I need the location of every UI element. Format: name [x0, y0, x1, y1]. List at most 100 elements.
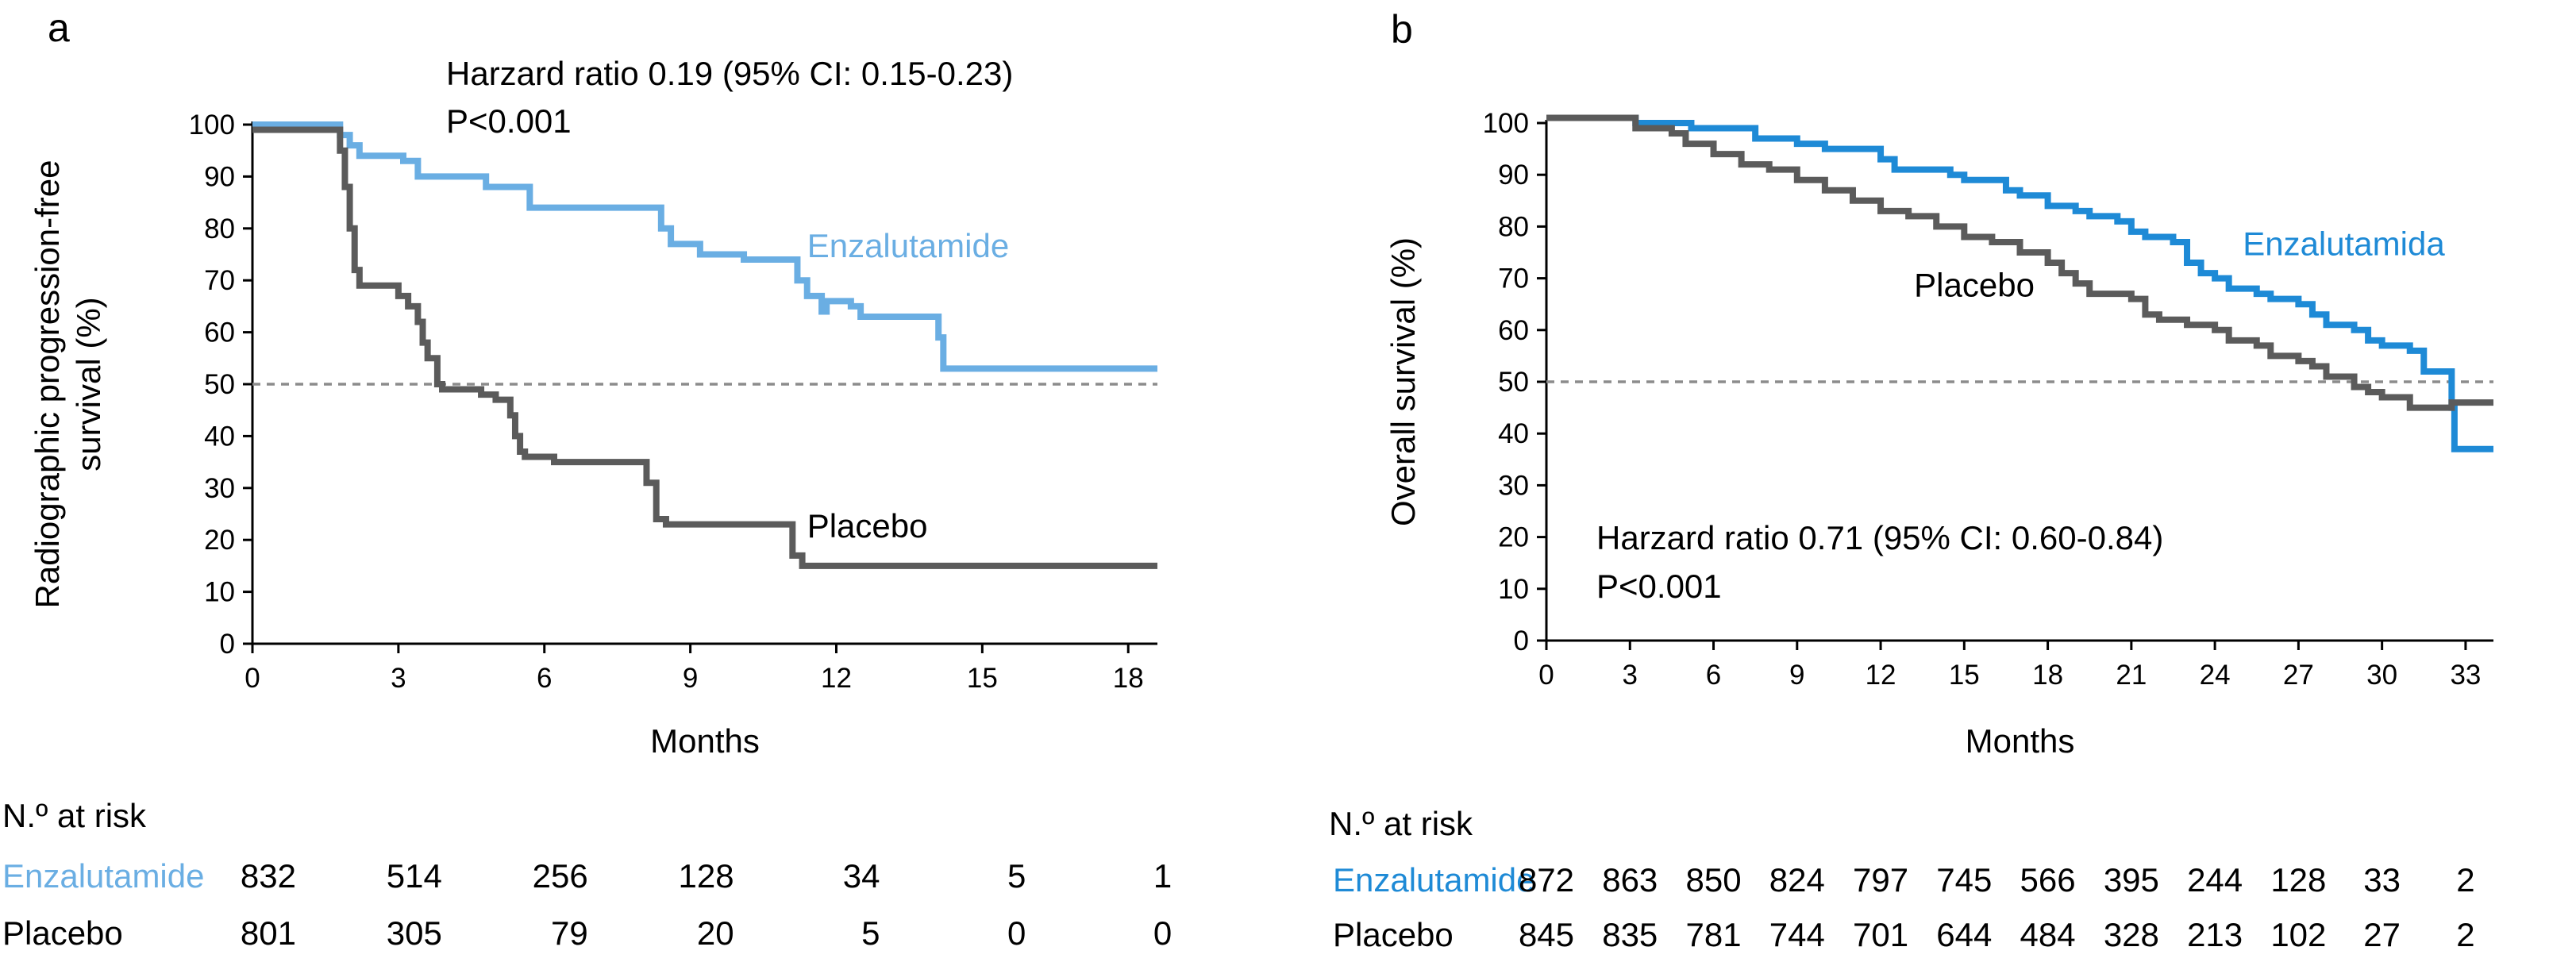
at-risk-value: 102 [2270, 916, 2326, 953]
at-risk-value: 0 [1007, 914, 1026, 952]
series-label: Enzalutamide [807, 227, 1009, 264]
y-tick-label: 80 [1498, 211, 1529, 242]
at-risk-value: 744 [1769, 916, 1825, 953]
y-tick-label: 20 [204, 525, 235, 556]
at-risk-value: 644 [1936, 916, 1992, 953]
x-tick-label: 15 [1949, 660, 1980, 691]
at-risk-value: 832 [241, 857, 296, 895]
at-risk-value: 1 [1153, 857, 1172, 895]
at-risk-value: 2 [2456, 861, 2474, 899]
survival-curve-enzalutamide [252, 121, 1157, 372]
x-tick-label: 12 [821, 663, 852, 694]
y-tick-label: 50 [204, 369, 235, 400]
y-tick-label: 0 [220, 629, 235, 660]
y-tick-label: 80 [204, 214, 235, 244]
x-tick-label: 12 [1866, 660, 1896, 691]
y-tick-label: 100 [189, 110, 235, 140]
y-tick-label: 50 [1498, 367, 1529, 398]
x-tick-label: 15 [967, 663, 998, 694]
y-tick-label: 10 [1498, 574, 1529, 605]
at-risk-value: 305 [387, 914, 442, 952]
at-risk-value: 34 [843, 857, 880, 895]
x-axis-label: Months [1966, 722, 2075, 760]
at-risk-value: 824 [1769, 861, 1825, 899]
x-tick-label: 9 [1789, 660, 1804, 691]
at-risk-title: N.º at risk [1329, 805, 1473, 842]
series-label: Placebo [807, 507, 928, 545]
y-tick-label: 30 [1498, 470, 1529, 501]
x-tick-label: 18 [1113, 663, 1144, 694]
at-risk-value: 745 [1936, 861, 1992, 899]
at-risk-value: 514 [387, 857, 442, 895]
panel-letter: a [48, 6, 70, 50]
x-tick-label: 6 [1706, 660, 1721, 691]
x-tick-label: 24 [2200, 660, 2231, 691]
y-tick-label: 60 [204, 318, 235, 348]
at-risk-value: 79 [551, 914, 588, 952]
x-tick-label: 27 [2283, 660, 2314, 691]
y-tick-label: 70 [204, 265, 235, 296]
survival-curve-placebo [252, 126, 1157, 569]
y-tick-label: 70 [1498, 264, 1529, 294]
at-risk-value: 845 [1519, 916, 1574, 953]
y-tick-label: 0 [1514, 625, 1529, 656]
at-risk-value: 835 [1602, 916, 1658, 953]
at-risk-value: 850 [1685, 861, 1741, 899]
at-risk-value: 484 [2020, 916, 2076, 953]
at-risk-value: 781 [1685, 916, 1741, 953]
x-tick-label: 0 [1538, 660, 1554, 691]
at-risk-row-label: Enzalutamide [1333, 861, 1534, 899]
survival-curve-placebo [1546, 114, 2493, 411]
x-tick-label: 21 [2116, 660, 2147, 691]
at-risk-row-label: Placebo [1333, 916, 1454, 953]
y-axis-label: Overall survival (%) [1384, 237, 1422, 526]
x-tick-label: 0 [245, 663, 260, 694]
at-risk-value: 395 [2104, 861, 2159, 899]
at-risk-value: 27 [2363, 916, 2401, 953]
at-risk-title: N.º at risk [2, 797, 147, 834]
x-tick-label: 30 [2366, 660, 2397, 691]
at-risk-row-label: Placebo [2, 914, 123, 952]
at-risk-value: 872 [1519, 861, 1574, 899]
at-risk-value: 5 [861, 914, 880, 952]
y-axis-label: survival (%) [70, 297, 107, 471]
panel-b: b 0 10 20 30 40 50 60 70 80 90 100 0 3 6 9 12 15 18 21 24 27 3… [1329, 7, 2493, 953]
at-risk-value: 0 [1153, 914, 1172, 952]
survival-curve-enzalutamida [1546, 114, 2493, 452]
x-tick-label: 9 [683, 663, 698, 694]
at-risk-row-label: Enzalutamide [2, 857, 204, 895]
x-tick-label: 6 [537, 663, 552, 694]
x-tick-label: 33 [2450, 660, 2481, 691]
hazard-ratio-annotation: P<0.001 [1596, 568, 1722, 605]
at-risk-value: 20 [697, 914, 734, 952]
y-tick-label: 20 [1498, 522, 1529, 553]
at-risk-value: 797 [1853, 861, 1908, 899]
y-tick-label: 90 [204, 161, 235, 192]
at-risk-value: 128 [679, 857, 734, 895]
series-label: Placebo [1914, 266, 2035, 303]
y-tick-label: 30 [204, 473, 235, 504]
at-risk-value: 213 [2187, 916, 2243, 953]
x-tick-label: 18 [2032, 660, 2063, 691]
at-risk-value: 566 [2020, 861, 2076, 899]
at-risk-value: 256 [533, 857, 588, 895]
hazard-ratio-annotation: Harzard ratio 0.19 (95% CI: 0.15-0.23) [446, 55, 1013, 92]
y-tick-label: 10 [204, 577, 235, 608]
hazard-ratio-annotation: Harzard ratio 0.71 (95% CI: 0.60-0.84) [1596, 519, 2163, 556]
y-tick-label: 90 [1498, 160, 1529, 191]
panel-letter: b [1391, 7, 1413, 52]
at-risk-value: 801 [241, 914, 296, 952]
y-axis-label: Radiographic progression-free [29, 160, 66, 609]
y-tick-label: 40 [204, 421, 235, 452]
series-label: Enzalutamida [2243, 225, 2445, 262]
at-risk-value: 33 [2363, 861, 2401, 899]
x-tick-label: 3 [391, 663, 406, 694]
at-risk-value: 2 [2456, 916, 2474, 953]
x-tick-label: 3 [1623, 660, 1638, 691]
at-risk-value: 701 [1853, 916, 1908, 953]
at-risk-value: 128 [2270, 861, 2326, 899]
x-axis-label: Months [650, 722, 760, 760]
y-tick-label: 100 [1483, 108, 1529, 139]
